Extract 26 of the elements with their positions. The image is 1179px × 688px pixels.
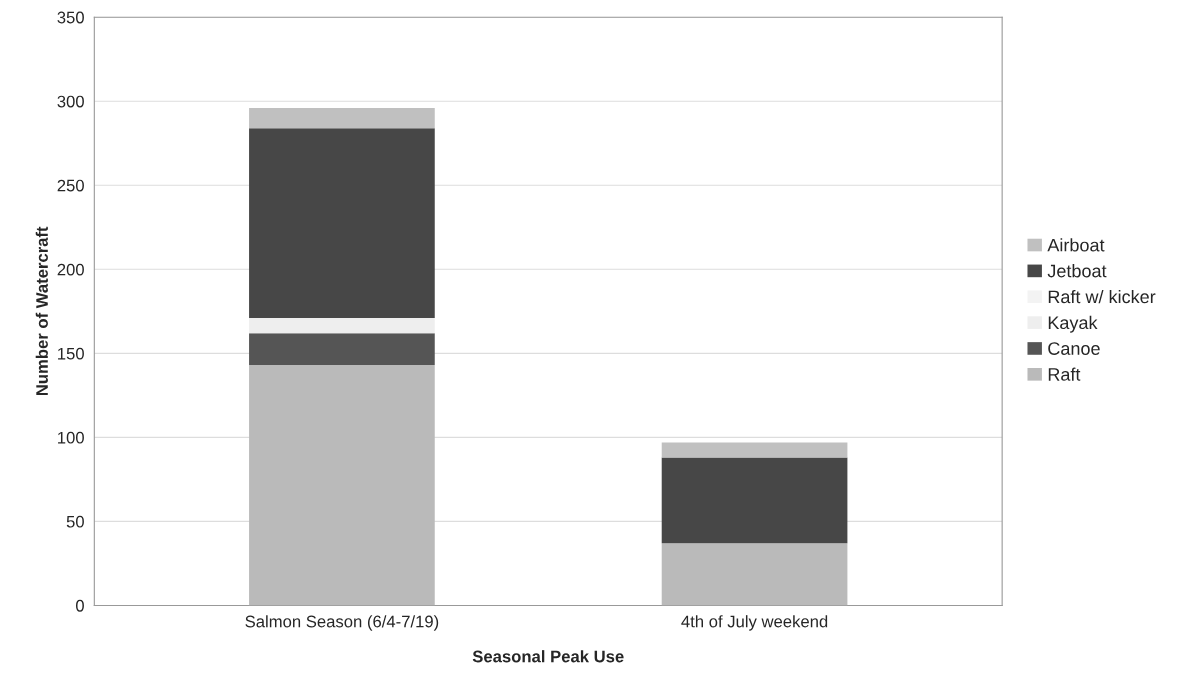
x-axis-title: Seasonal Peak Use (472, 650, 624, 663)
legend-label: Kayak (1048, 315, 1098, 333)
x-tick-label: 4th of July weekend (681, 615, 828, 631)
y-tick-label: 350 (57, 11, 84, 24)
y-tick-label: 100 (58, 431, 84, 444)
y-tick-label: 200 (57, 263, 84, 276)
y-tick-label: 150 (58, 347, 84, 360)
y-tick-label: 0 (75, 599, 84, 612)
legend-label: Canoe (1048, 342, 1100, 355)
y-tick-label: 50 (66, 515, 84, 528)
bar (249, 333, 435, 366)
bar (661, 543, 848, 606)
legend-label: Airboat (1047, 238, 1105, 252)
y-tick-label: 300 (57, 95, 84, 108)
bar (661, 457, 848, 544)
bar (249, 318, 435, 334)
legend-label: Raft w/ kicker (1048, 289, 1156, 304)
legend-label: Jetboat (1047, 264, 1107, 278)
bar (249, 107, 435, 129)
bar (249, 128, 435, 319)
bar (249, 365, 435, 606)
legend-label: Raft (1048, 367, 1081, 381)
y-tick-label: 250 (57, 179, 84, 192)
x-tick-label: Salmon Season (6/4-7/19) (245, 615, 439, 631)
bar (661, 442, 848, 458)
y-axis-title: Number of Watercraft (35, 226, 48, 396)
